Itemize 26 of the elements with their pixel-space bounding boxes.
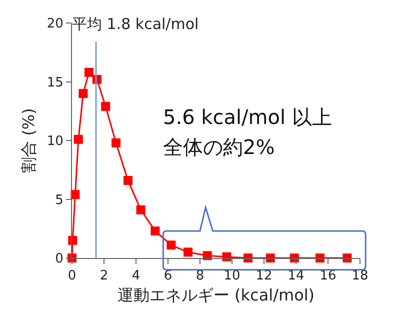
annotation: 全体の約2% (163, 135, 275, 159)
x-axis-title: 運動エネルギー (kcal/mol) (117, 285, 315, 304)
x-tick-label: 0 (68, 268, 76, 284)
point (124, 176, 132, 185)
y-tick-label: 0 (55, 252, 64, 267)
point (136, 205, 146, 214)
point (150, 226, 160, 236)
x-tick-label: 4 (132, 268, 140, 284)
x-tick-label: 8 (196, 268, 204, 284)
x-tick-label: 2 (100, 268, 108, 284)
point (84, 68, 94, 77)
point (101, 102, 110, 111)
annotation: 5.6 kcal/mol 以上 (163, 105, 332, 129)
y-tick-label: 20 (46, 16, 64, 32)
x-tick-label: 14 (288, 268, 304, 284)
y-tick-label: 15 (46, 75, 64, 90)
point (112, 138, 120, 148)
point (184, 248, 192, 257)
point (78, 89, 88, 98)
y-tick-label: 10 (46, 134, 64, 150)
y-axis-title: 割合 (%) (18, 108, 38, 173)
x-tick-label: 18 (352, 268, 368, 284)
point (166, 240, 176, 250)
y-tick-label: 5 (55, 192, 64, 208)
ref-line-label: 平均 1.8 kcal/mol (72, 15, 199, 33)
point (74, 134, 83, 144)
